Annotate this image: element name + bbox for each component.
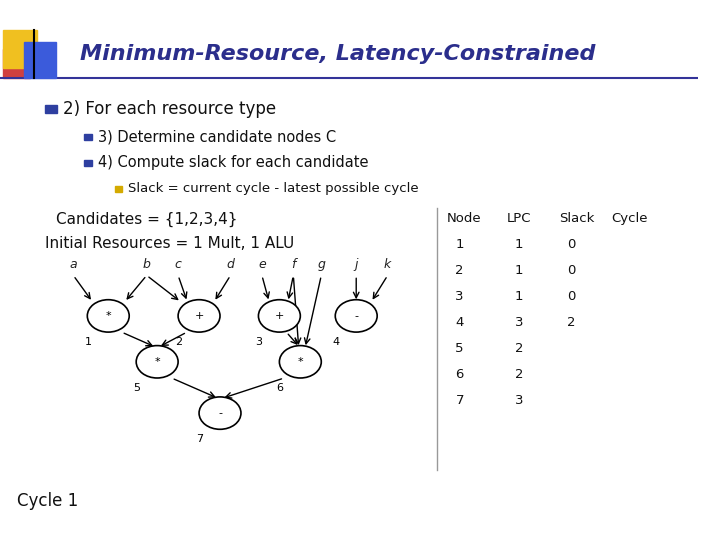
Text: 5: 5 bbox=[455, 342, 464, 355]
Text: 4: 4 bbox=[455, 316, 464, 329]
Text: 2: 2 bbox=[515, 368, 523, 381]
Circle shape bbox=[136, 346, 178, 378]
Text: 2) For each resource type: 2) For each resource type bbox=[63, 100, 276, 118]
Text: 1: 1 bbox=[84, 337, 91, 347]
Bar bbox=[115, 186, 122, 192]
Bar bbox=[4, 49, 30, 78]
Bar bbox=[24, 42, 56, 78]
Text: +: + bbox=[275, 311, 284, 321]
Text: Cycle 1: Cycle 1 bbox=[17, 492, 78, 510]
Text: 3) Determine candidate nodes C: 3) Determine candidate nodes C bbox=[98, 129, 336, 144]
Circle shape bbox=[258, 300, 300, 332]
Bar bbox=[84, 134, 92, 140]
Text: e: e bbox=[258, 258, 266, 271]
Text: Cycle: Cycle bbox=[611, 212, 648, 225]
Text: j: j bbox=[354, 258, 358, 271]
Text: 1: 1 bbox=[515, 264, 523, 277]
Text: k: k bbox=[384, 258, 391, 271]
Circle shape bbox=[199, 397, 241, 429]
Bar bbox=[84, 160, 92, 166]
Text: 6: 6 bbox=[276, 383, 284, 393]
Text: 3: 3 bbox=[515, 394, 523, 407]
Text: a: a bbox=[70, 258, 77, 271]
Text: Node: Node bbox=[447, 212, 482, 225]
Bar bbox=[4, 30, 37, 68]
Circle shape bbox=[178, 300, 220, 332]
Bar bbox=[45, 105, 57, 113]
Text: 2: 2 bbox=[515, 342, 523, 355]
Text: 4: 4 bbox=[333, 337, 339, 347]
Text: 3: 3 bbox=[515, 316, 523, 329]
Text: 2: 2 bbox=[567, 316, 576, 329]
Text: 0: 0 bbox=[567, 290, 575, 303]
Text: 0: 0 bbox=[567, 238, 575, 251]
Text: 7: 7 bbox=[196, 434, 203, 444]
Text: +: + bbox=[194, 311, 204, 321]
Text: 0: 0 bbox=[567, 264, 575, 277]
Text: f: f bbox=[291, 258, 295, 271]
Circle shape bbox=[279, 346, 321, 378]
Text: 3: 3 bbox=[455, 290, 464, 303]
Text: Slack = current cycle - latest possible cycle: Slack = current cycle - latest possible … bbox=[128, 182, 418, 195]
Text: 1: 1 bbox=[515, 238, 523, 251]
Text: d: d bbox=[227, 258, 235, 271]
Circle shape bbox=[87, 300, 129, 332]
Text: -: - bbox=[218, 408, 222, 418]
Text: Minimum-Resource, Latency-Constrained: Minimum-Resource, Latency-Constrained bbox=[81, 44, 595, 64]
Text: -: - bbox=[354, 311, 359, 321]
Text: 4) Compute slack for each candidate: 4) Compute slack for each candidate bbox=[98, 155, 369, 170]
Text: 1: 1 bbox=[455, 238, 464, 251]
Text: 6: 6 bbox=[455, 368, 464, 381]
Text: LPC: LPC bbox=[506, 212, 531, 225]
Text: *: * bbox=[154, 357, 160, 367]
Text: *: * bbox=[297, 357, 303, 367]
Text: Candidates = {1,2,3,4}: Candidates = {1,2,3,4} bbox=[56, 212, 238, 227]
Text: b: b bbox=[143, 258, 150, 271]
Text: 3: 3 bbox=[256, 337, 263, 347]
Text: 5: 5 bbox=[133, 383, 140, 393]
Text: g: g bbox=[318, 258, 325, 271]
Text: Slack: Slack bbox=[559, 212, 594, 225]
Text: 2: 2 bbox=[175, 337, 182, 347]
Text: c: c bbox=[175, 258, 181, 271]
Circle shape bbox=[336, 300, 377, 332]
Text: 7: 7 bbox=[455, 394, 464, 407]
Text: *: * bbox=[105, 311, 111, 321]
Text: Initial Resources = 1 Mult, 1 ALU: Initial Resources = 1 Mult, 1 ALU bbox=[45, 236, 294, 251]
Text: 2: 2 bbox=[455, 264, 464, 277]
Text: 1: 1 bbox=[515, 290, 523, 303]
